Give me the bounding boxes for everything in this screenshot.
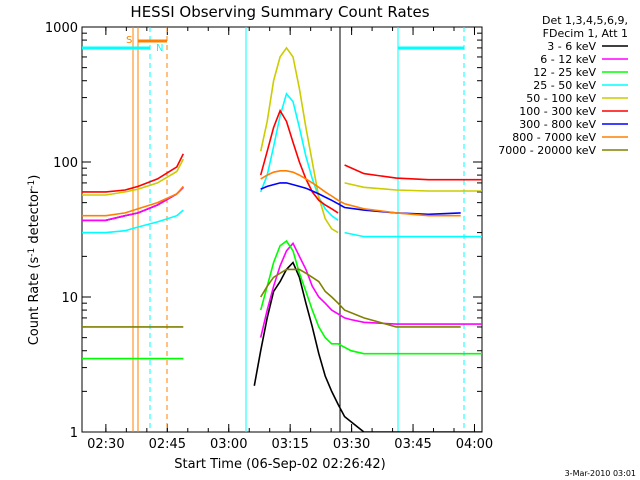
series-line-3 xyxy=(82,92,482,238)
x-tick-label: 02:45 xyxy=(149,437,186,452)
x-tick-label: 03:45 xyxy=(394,437,431,452)
y-tick-label: 100 xyxy=(53,156,78,171)
plot-frame xyxy=(81,26,483,433)
legend-entry-label: 50 - 100 keV xyxy=(526,92,596,105)
legend-header-line: Det 1,3,4,5,6,9, xyxy=(542,14,628,27)
series-line-5 xyxy=(82,108,482,214)
y-axis-label-exp2: -1 xyxy=(27,180,37,189)
legend-entry-label: 12 - 25 keV xyxy=(533,66,596,79)
x-tick-label: 02:30 xyxy=(87,437,124,452)
legend-entry-label: 25 - 50 keV xyxy=(533,79,596,92)
series-line-0 xyxy=(82,186,482,432)
legend-header-line: FDecim 1, Att 1 xyxy=(543,27,628,40)
legend-entry-label: 800 - 7000 keV xyxy=(512,131,596,144)
night-label: N xyxy=(156,43,163,54)
x-axis-label: Start Time (06-Sep-02 02:26:42) xyxy=(174,457,385,472)
plot-area: 1 10 100 1000 02:30 02:45 03:00 03:15 03:30 03:45… xyxy=(45,21,493,452)
legend-entry-label: 3 - 6 keV xyxy=(547,40,596,53)
y-axis-label-exp1: -1 xyxy=(27,248,37,257)
y-tick-label: 1000 xyxy=(45,21,78,36)
x-tick-label: 03:00 xyxy=(210,437,247,452)
legend-entry-label: 6 - 12 keV xyxy=(540,53,596,66)
chart-title: HESSI Observing Summary Count Rates xyxy=(130,3,429,21)
saa-label: S xyxy=(126,35,132,46)
y-axis-label-main: Count Rate (s xyxy=(27,257,42,346)
y-axis-label-mid: detector xyxy=(27,188,42,248)
series-line-7 xyxy=(82,170,461,217)
series-line-8 xyxy=(82,268,461,328)
series-line-2 xyxy=(82,239,482,360)
x-tick-label: 03:15 xyxy=(271,437,308,452)
y-tick-label: 10 xyxy=(61,291,78,306)
legend-entry-label: 100 - 300 keV xyxy=(519,105,596,118)
series-line-6 xyxy=(260,182,461,216)
legend-entry-label: 7000 - 20000 keV xyxy=(498,144,596,157)
y-axis-label: Count Rate (s-1 detector-1) xyxy=(27,175,42,346)
y-tick-label: 1 xyxy=(70,426,78,441)
footer-stamp: 3-Mar-2010 03:01 xyxy=(565,469,636,478)
x-tick-label: 04:00 xyxy=(456,437,493,452)
y-axis-label-close: ) xyxy=(27,175,42,180)
x-tick-label: 03:30 xyxy=(333,437,370,452)
legend-entry-label: 300 - 800 keV xyxy=(519,118,596,131)
legend: Det 1,3,4,5,6,9,FDecim 1, Att 13 - 6 keV… xyxy=(498,14,628,157)
series-line-4 xyxy=(82,46,482,234)
